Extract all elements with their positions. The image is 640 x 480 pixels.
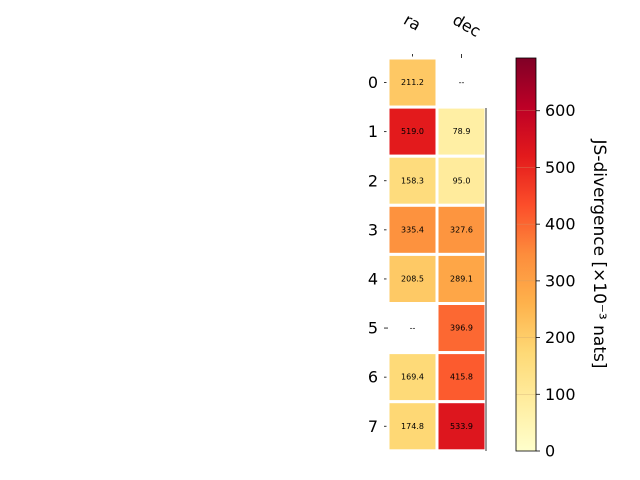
colorbar-tick-label: 600 [545,101,576,120]
cell-value-label: 208.5 [401,274,424,283]
cell-value-label: 95.0 [453,176,471,185]
row-labels: 0 1 2 3 4 5 6 7 [368,73,388,436]
heatmap-cell [386,154,439,207]
row-label-3: 3 [368,220,378,239]
row-label-7: 7 [368,417,378,436]
colorbar: 0 100 200 300 400 500 600 JS-divergence [×10⁻³… [515,57,609,461]
colorbar-tick-label: 200 [545,328,576,347]
heatmap-cell [386,105,439,158]
heatmap-cell [435,400,488,453]
row-label-5: 5 [368,319,378,338]
row-label-1: 1 [368,122,378,141]
column-label-dec: dec [450,10,484,41]
cell-value-label: 78.9 [453,127,471,136]
cell-value-label: 335.4 [401,225,424,234]
cell-value-label: 169.4 [401,373,424,382]
cell-value-label: -- [459,78,465,87]
row-label-6: 6 [368,368,378,387]
colorbar-frame [515,57,537,452]
column-label-ra: ra [401,10,425,35]
colorbar-tick-label: 100 [545,385,576,404]
heatmap-cell [435,252,488,305]
cell-value-label: 533.9 [450,422,473,431]
colorbar-label: JS-divergence [×10⁻³ nats] [589,139,609,369]
cell-value-label: 519.0 [401,127,424,136]
cell-value-label: 396.9 [450,324,473,333]
heatmap-cell [435,203,488,256]
colorbar-gradient [516,58,536,451]
colorbar-tick-label: 400 [545,215,576,234]
colorbar-tick-label: 300 [545,271,576,290]
cell-value-label: -- [410,324,416,333]
cell-value-label: 158.3 [401,176,424,185]
heatmap-cell [386,203,439,256]
heatmap-cell [435,154,488,207]
row-label-2: 2 [368,171,378,190]
colorbar-tick-label: 0 [545,442,555,461]
cell-value-label: 415.8 [450,373,473,382]
row-label-0: 0 [368,73,378,92]
heatmap-cell [386,252,439,305]
cell-value-label: 327.6 [450,225,473,234]
heatmap-cell [435,302,488,355]
heatmap-cell [386,56,439,109]
row-label-4: 4 [368,269,378,288]
cell-value-label: 289.1 [450,274,473,283]
heatmap-cells: 211.2 -- 519.0 78.9 158.3 95.0 335.4 327.6 208.5… [386,56,488,453]
column-labels: ra dec [401,10,484,58]
colorbar-tick-label: 500 [545,158,576,177]
cell-value-label: 174.8 [401,422,424,431]
cell-value-label: 211.2 [401,78,424,87]
